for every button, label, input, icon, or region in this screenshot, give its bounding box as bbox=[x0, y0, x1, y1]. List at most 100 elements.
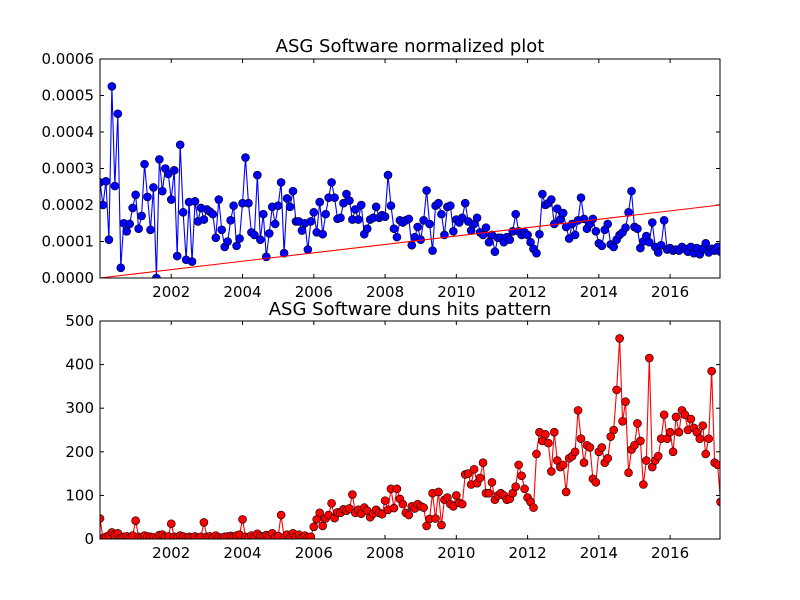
x-tick-label: 2012 bbox=[508, 283, 546, 301]
normalized-plot-data-point bbox=[538, 189, 547, 199]
normalized-plot-data-point bbox=[140, 159, 149, 169]
x-tick-label: 2008 bbox=[366, 283, 404, 301]
y-tick-label: 0.0004 bbox=[42, 123, 95, 141]
duns-hits-data-point bbox=[558, 460, 568, 470]
duns-hits-data-point bbox=[645, 353, 654, 363]
normalized-plot-series-0 bbox=[100, 82, 720, 278]
normalized-plot-data-point bbox=[306, 217, 316, 226]
normalized-plot-data-point bbox=[226, 216, 235, 225]
normalized-plot-ticks: 2002 2004 2006 2008 2010 2012 2014 2016 0.0000 0.… bbox=[42, 50, 720, 301]
duns-hits-data-point bbox=[630, 440, 639, 450]
normalized-plot-data-point bbox=[603, 219, 613, 229]
duns-hits-data-point bbox=[389, 503, 399, 513]
x-tick-label: 2006 bbox=[295, 283, 333, 301]
normalized-plot-data-point bbox=[199, 215, 209, 224]
normalized-plot-data-point bbox=[428, 246, 437, 255]
duns-hits-title: ASG Software duns hits pattern bbox=[269, 299, 552, 320]
normalized-plot-data-point bbox=[155, 155, 164, 164]
normalized-plot-data-point bbox=[481, 223, 491, 232]
normalized-plot-data-point bbox=[264, 229, 274, 238]
normalized-plot-data-point bbox=[178, 208, 188, 217]
duns-hits-data-point bbox=[698, 421, 708, 430]
duns-hits-data-point bbox=[603, 454, 613, 463]
x-tick-label: 2008 bbox=[366, 544, 404, 562]
duns-hits-data-point bbox=[238, 515, 247, 524]
normalized-plot-data-point bbox=[169, 166, 179, 175]
duns-hits-data-point bbox=[544, 438, 553, 448]
duns-hits-data-point bbox=[707, 366, 716, 376]
y-tick-label: 0.0000 bbox=[42, 269, 95, 287]
normalized-plot-data-point bbox=[259, 209, 268, 219]
normalized-plot-data-point bbox=[137, 211, 146, 221]
normalized-plot-data-point bbox=[303, 245, 313, 254]
duns-hits-data-point bbox=[579, 458, 589, 468]
y-tick-label: 100 bbox=[65, 486, 94, 504]
normalized-plot-data-point bbox=[591, 226, 601, 236]
normalized-plot-data-point bbox=[321, 209, 330, 219]
normalized-plot-data-point bbox=[656, 240, 666, 250]
x-tick-label: 2004 bbox=[223, 544, 261, 562]
duns-hits-data-point bbox=[653, 451, 663, 461]
normalized-plot-data-point bbox=[380, 212, 390, 221]
duns-hits-data-point bbox=[680, 410, 690, 420]
duns-hits-data-point bbox=[701, 449, 711, 459]
normalized-plot-data-point bbox=[371, 202, 381, 212]
normalized-plot-data-point bbox=[113, 109, 123, 119]
duns-hits-data-point bbox=[100, 514, 105, 523]
duns-hits-data-point bbox=[327, 498, 336, 508]
normalized-plot-data-point bbox=[558, 208, 568, 218]
normalized-plot-data-point bbox=[535, 229, 544, 239]
normalized-plot-data-point bbox=[345, 196, 354, 205]
duns-hits-data-point bbox=[671, 412, 681, 422]
duns-hits-data-point bbox=[131, 516, 140, 525]
normalized-plot-data-point bbox=[552, 204, 562, 213]
duns-hits-data-point bbox=[309, 522, 319, 532]
duns-hits-data-point bbox=[166, 519, 176, 529]
normalized-plot-data-point bbox=[285, 202, 295, 212]
y-tick-label: 500 bbox=[65, 312, 94, 330]
duns-hits-data-point bbox=[668, 447, 678, 457]
duns-hits-data-point bbox=[639, 480, 648, 489]
normalized-plot-data-point bbox=[190, 197, 200, 206]
normalized-plot-data-point bbox=[208, 209, 218, 219]
normalized-plot-data-point bbox=[101, 176, 111, 186]
duns-hits-data-point bbox=[475, 473, 485, 483]
duns-hits-data-point bbox=[199, 518, 209, 527]
duns-hits-data-point bbox=[597, 443, 607, 452]
normalized-plot-data-point bbox=[107, 82, 117, 91]
duns-hits-data-point bbox=[469, 464, 479, 474]
normalized-plot-data-point bbox=[116, 263, 126, 273]
normalized-plot-data-point bbox=[389, 224, 399, 234]
normalized-plot-data-point bbox=[128, 203, 137, 213]
duns-hits-data-point bbox=[636, 436, 645, 446]
normalized-plot-data-point bbox=[261, 252, 271, 262]
normalized-plot-data-point bbox=[460, 198, 470, 208]
duns-hits-data-point bbox=[633, 419, 642, 428]
duns-hits-chart: ASG Software duns hits pattern 2002 2004 2… bbox=[65, 299, 721, 562]
duns-hits-data-point bbox=[695, 434, 705, 444]
normalized-plot-data-point bbox=[422, 186, 431, 195]
y-tick-label: 200 bbox=[65, 443, 94, 461]
duns-hits-data-point bbox=[457, 499, 467, 509]
normalized-plot-data-point bbox=[235, 234, 244, 243]
normalized-plot-data-point bbox=[256, 235, 265, 244]
normalized-plot-data-point bbox=[211, 233, 221, 243]
normalized-plot-data-point bbox=[279, 248, 289, 258]
duns-hits-data-point bbox=[716, 497, 720, 507]
normalized-plot-data-point bbox=[122, 226, 132, 236]
duns-hits-data-point bbox=[377, 509, 387, 519]
normalized-plot-data-point bbox=[437, 209, 446, 219]
normalized-plot-data-point bbox=[392, 232, 402, 242]
duns-hits-data-point bbox=[624, 468, 633, 478]
normalized-plot-data-point bbox=[609, 242, 618, 252]
normalized-plot-data-point bbox=[232, 241, 241, 251]
duns-hits-frame bbox=[99, 320, 721, 540]
normalized-plot-chart: ASG Software normalized plot 2002 2004 200… bbox=[42, 36, 721, 301]
normalized-plot-data-point bbox=[621, 223, 630, 232]
normalized-plot-data-point bbox=[244, 198, 253, 208]
duns-hits-data-point bbox=[573, 406, 583, 415]
normalized-plot-data-point bbox=[288, 186, 298, 196]
normalized-plot-data-point bbox=[449, 226, 458, 236]
normalized-plot-data-point bbox=[241, 153, 250, 162]
normalized-plot-data-point bbox=[484, 237, 494, 247]
